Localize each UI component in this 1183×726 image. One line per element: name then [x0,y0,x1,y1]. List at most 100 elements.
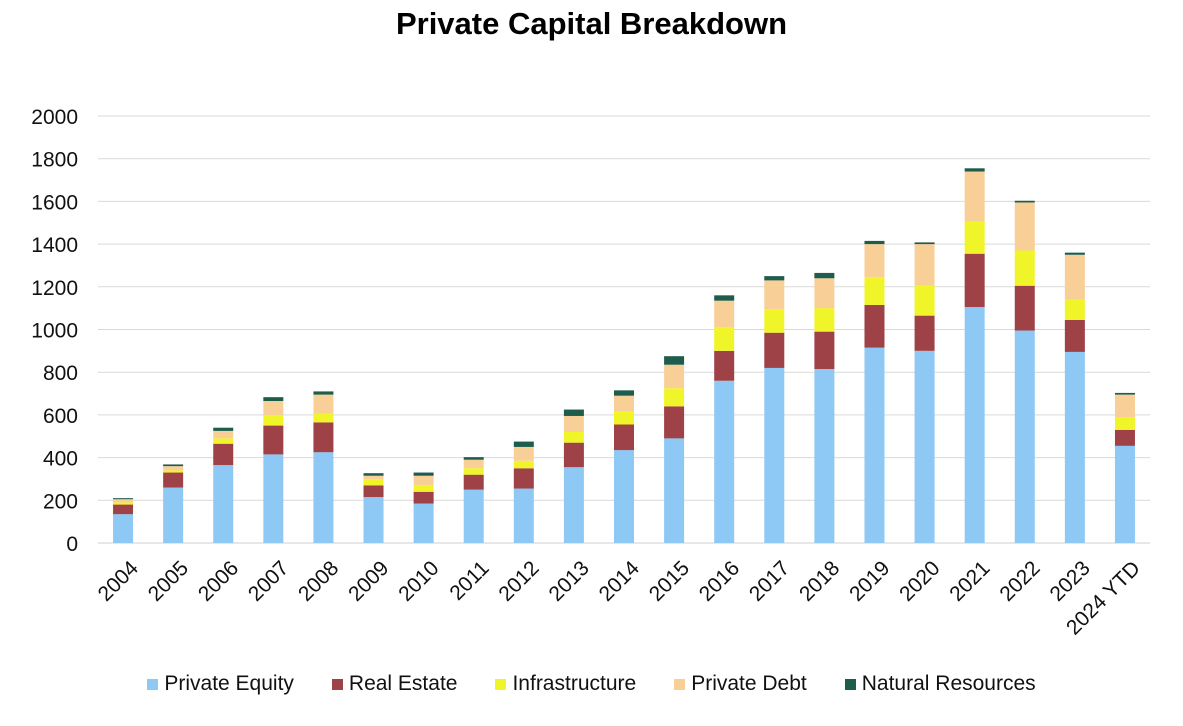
bar-private-equity [1114,445,1135,543]
bar-real-estate [513,468,534,489]
bar-real-estate [1114,429,1135,446]
bar-infrastructure [964,221,985,254]
bar-private-debt [764,280,785,310]
bar-private-debt [664,364,685,389]
bar-private-debt [563,415,584,432]
bar-infrastructure [463,468,484,475]
x-tick-label: 2021 [945,557,994,606]
x-tick-label: 2011 [445,557,493,605]
x-tick-label: 2014 [595,556,645,606]
bar-private-equity [764,367,785,543]
x-tick-label: 2013 [545,557,594,606]
bar-private-equity [563,467,584,543]
bar-private-debt [864,244,885,278]
bar-infrastructure [313,413,334,423]
bar-natural-resources [964,168,985,172]
x-tick-label: 2017 [745,557,794,606]
bar-infrastructure [714,327,735,351]
bar-private-equity [463,489,484,543]
bar-real-estate [664,406,685,439]
bar-natural-resources [263,397,284,402]
x-tick-label: 2009 [344,557,393,606]
legend-label: Infrastructure [512,672,637,695]
y-tick-label: 1800 [31,149,78,172]
bar-private-equity [1014,330,1035,543]
legend-swatch [147,678,159,690]
legend-item: Infrastructure [495,672,636,696]
bar-private-equity [714,380,735,543]
bar-natural-resources [513,441,534,447]
bar-natural-resources [1064,252,1085,255]
bar-private-debt [1064,254,1085,300]
y-tick-label: 1200 [31,277,78,300]
bar-private-equity [513,488,534,543]
bar-private-equity [363,497,384,543]
legend-label: Private Equity [164,672,294,695]
y-tick-label: 200 [43,490,78,513]
bar-infrastructure [213,438,234,444]
bar-private-equity [113,514,134,543]
legend-label: Natural Resources [861,672,1036,695]
bar-natural-resources [363,473,384,476]
bar-infrastructure [814,308,835,332]
y-tick-label: 0 [66,533,78,556]
chart-legend: Private Equity Real Estate Infrastructure P… [0,672,1183,696]
x-tick-label: 2008 [294,557,343,606]
bar-natural-resources [814,272,835,279]
x-tick-label: 2020 [895,557,944,606]
bar-private-equity [814,368,835,543]
bar-private-equity [263,454,284,543]
bar-private-debt [163,466,184,471]
bar-private-debt [463,459,484,469]
legend-item: Real Estate [331,672,457,696]
bar-real-estate [263,425,284,455]
bar-real-estate [764,332,785,368]
bar-real-estate [964,253,985,308]
bar-real-estate [463,474,484,490]
bar-natural-resources [213,427,234,431]
bar-real-estate [213,443,234,466]
bar-real-estate [714,350,735,381]
legend-item: Private Debt [674,672,807,696]
bar-private-debt [313,394,334,414]
x-tick-label: 2019 [845,557,894,606]
x-tick-label: 2006 [194,557,243,606]
bar-private-debt [363,475,384,479]
bar-infrastructure [1064,299,1085,320]
bar-natural-resources [113,498,134,500]
bar-infrastructure [764,309,785,333]
legend-item: Private Equity [147,672,294,696]
bar-private-debt [714,300,735,328]
bar-private-equity [914,350,935,543]
x-tick-label: 2016 [695,557,744,606]
bar-natural-resources [1114,392,1135,395]
bar-natural-resources [914,242,935,245]
bar-private-equity [864,347,885,543]
bar-natural-resources [1014,200,1035,203]
bar-private-debt [614,395,634,412]
bar-real-estate [313,422,334,453]
y-tick-label: 600 [43,405,78,428]
y-tick-label: 2000 [31,106,78,129]
bar-real-estate [363,485,384,498]
y-tick-label: 400 [43,448,78,471]
bar-private-debt [513,446,534,461]
bar-infrastructure [263,414,284,426]
bar-natural-resources [313,391,334,395]
bar-natural-resources [864,240,885,245]
chart-title: Private Capital Breakdown [395,6,788,41]
bar-private-debt [964,171,985,222]
x-tick-label: 2007 [244,557,293,606]
bar-private-equity [1064,351,1085,543]
bar-infrastructure [864,277,885,305]
bar-infrastructure [113,502,134,505]
chart-plot: 0 200 400 600 800 1000 1200 1400 1600 1800 2000 200… [31,106,1150,640]
bar-natural-resources [463,457,484,460]
bar-infrastructure [1114,417,1135,430]
bar-natural-resources [163,464,184,467]
bar-private-debt [263,401,284,415]
bar-infrastructure [1014,250,1035,286]
bar-natural-resources [563,409,584,416]
bar-real-estate [814,331,835,369]
